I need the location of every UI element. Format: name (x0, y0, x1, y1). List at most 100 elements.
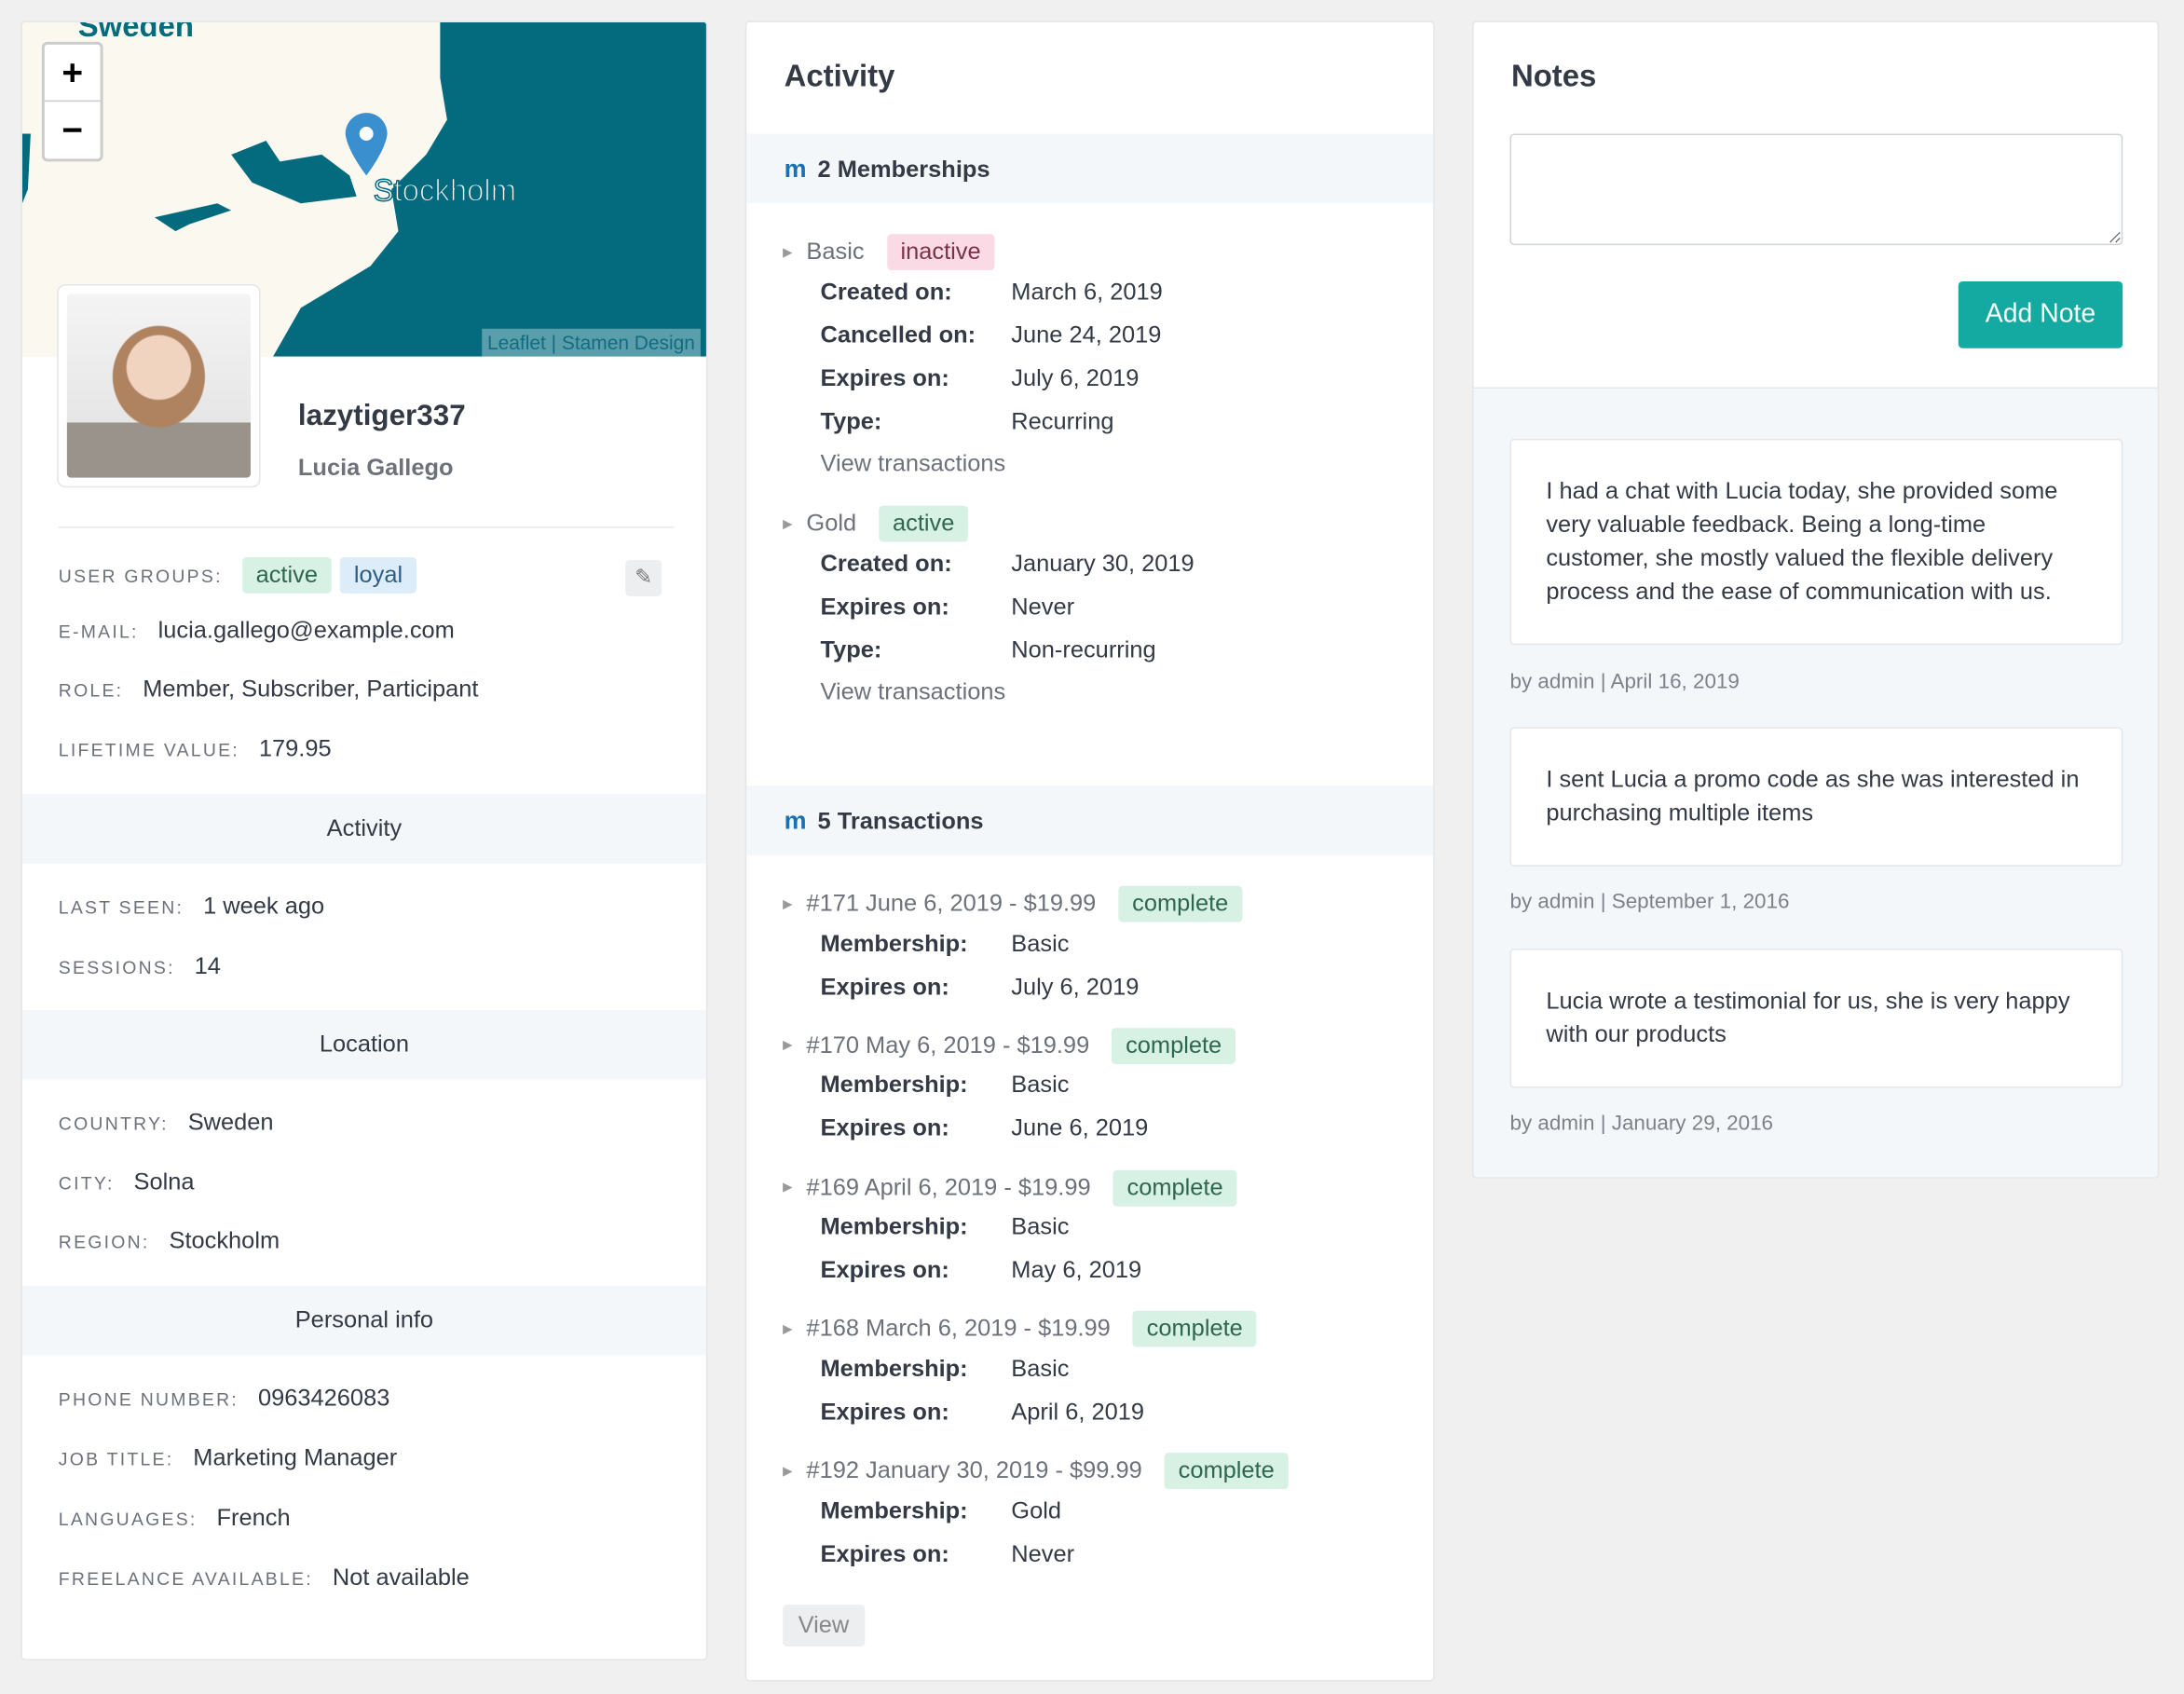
field-label: Expires on: (820, 363, 949, 391)
membership-name: Basic (806, 238, 865, 266)
city-row: CITY: Solna (59, 1168, 195, 1196)
transaction-field: Membership: Basic (820, 922, 1250, 965)
status-badge: complete (1112, 1027, 1236, 1064)
caret-right-icon: ▶ (783, 1463, 793, 1478)
last-seen-value: 1 week ago (203, 893, 325, 920)
transaction-header[interactable]: ▶ #170 May 6, 2019 - $19.99 complete (783, 1027, 1244, 1064)
edit-groups-button[interactable]: ✎ (625, 559, 662, 596)
field-value: Non-recurring (1011, 635, 1156, 663)
country-label: COUNTRY: (58, 1112, 169, 1134)
group-badge-loyal: loyal (339, 556, 417, 594)
country-row: COUNTRY: Sweden (59, 1109, 274, 1137)
transaction-field: Membership: Gold (820, 1489, 1296, 1532)
region-value: Stockholm (169, 1227, 280, 1254)
field-value: Basic (1011, 929, 1070, 957)
field-label: Expires on: (820, 1539, 949, 1567)
last-seen-row: LAST SEEN: 1 week ago (59, 893, 324, 921)
sessions-row: SESSIONS: 14 (59, 953, 221, 981)
field-label: Expires on: (820, 593, 949, 620)
zoom-out-button[interactable]: − (61, 108, 84, 151)
add-note-button[interactable]: Add Note (1958, 280, 2123, 348)
field-label: Created on: (820, 549, 952, 577)
status-badge: complete (1164, 1453, 1289, 1490)
membership-field: Expires on: July 6, 2019 (820, 357, 1162, 400)
note-input[interactable] (1509, 133, 2123, 246)
country-value: Sweden (187, 1108, 274, 1136)
freelance-value: Not available (332, 1564, 470, 1592)
divider (58, 526, 675, 528)
field-value: Never (1011, 593, 1075, 620)
membership-icon: m (784, 806, 807, 835)
membership-header[interactable]: ▶ Basic inactive (783, 234, 1163, 271)
pencil-icon: ✎ (635, 565, 653, 590)
note-meta: by admin | January 29, 2016 (1509, 1111, 1774, 1136)
field-value: July 6, 2019 (1011, 363, 1140, 391)
transaction-title: #169 April 6, 2019 - $19.99 (806, 1173, 1091, 1200)
transaction-header[interactable]: ▶ #169 April 6, 2019 - $19.99 complete (783, 1169, 1245, 1206)
region-row: REGION: Stockholm (59, 1227, 280, 1255)
field-value: June 24, 2019 (1011, 321, 1162, 348)
caret-right-icon: ▶ (783, 1180, 793, 1195)
field-value: Basic (1011, 1072, 1070, 1099)
status-badge: complete (1112, 1169, 1237, 1206)
map-pin-icon (345, 113, 388, 176)
freelance-label: FREELANCE AVAILABLE: (58, 1567, 313, 1589)
membership-header[interactable]: ▶ Gold active (783, 505, 1194, 542)
note-item: I sent Lucia a promo code as she was int… (1509, 727, 2123, 867)
job-label: JOB TITLE: (58, 1447, 174, 1469)
field-label: Expires on: (820, 973, 949, 1000)
view-transactions-link[interactable]: View transactions (820, 449, 1006, 477)
transactions-count: 5 Transactions (817, 808, 984, 835)
field-label: Type: (820, 407, 882, 434)
caret-right-icon: ▶ (783, 895, 793, 910)
membership-item: ▶ Basic inactive Created on: March 6, 2019 Ca… (783, 234, 1163, 485)
full-name: Lucia Gallego (297, 454, 454, 481)
status-badge: complete (1132, 1311, 1257, 1348)
field-label: Membership: (820, 1355, 968, 1382)
transaction-field: Membership: Basic (820, 1347, 1264, 1390)
transaction-field: Expires on: April 6, 2019 (820, 1390, 1264, 1433)
transaction-item: ▶ #168 March 6, 2019 - $19.99 complete Memb… (783, 1311, 1265, 1434)
languages-label: LANGUAGES: (58, 1508, 198, 1529)
transaction-header[interactable]: ▶ #171 June 6, 2019 - $19.99 complete (783, 885, 1250, 922)
email-row: E-MAIL: lucia.gallego@example.com (59, 617, 455, 645)
caret-right-icon: ▶ (783, 515, 793, 530)
sessions-value: 14 (194, 952, 221, 979)
membership-field: Expires on: Never (820, 585, 1194, 628)
field-value: Never (1011, 1539, 1075, 1567)
view-button[interactable]: View (783, 1605, 865, 1646)
avatar-photo (66, 294, 252, 478)
group-badge-active: active (241, 556, 332, 594)
email-label: E-MAIL: (58, 620, 139, 642)
transactions-header: m 5 Transactions (746, 786, 1434, 855)
field-value: Basic (1011, 1213, 1070, 1240)
field-value: May 6, 2019 (1011, 1256, 1142, 1283)
field-label: Membership: (820, 929, 968, 957)
map-tiles: Sweden Stockholm (21, 21, 706, 357)
transaction-header[interactable]: ▶ #168 March 6, 2019 - $19.99 complete (783, 1311, 1265, 1348)
membership-item: ▶ Gold active Created on: January 30, 2019 Ex… (783, 505, 1194, 714)
map-attribution[interactable]: Leaflet | Stamen Design (481, 328, 701, 357)
notes-list: I had a chat with Lucia today, she provi… (1473, 387, 2158, 1178)
transaction-header[interactable]: ▶ #192 January 30, 2019 - $99.99 complete (783, 1453, 1297, 1490)
membership-field: Created on: March 6, 2019 (820, 270, 1162, 313)
avatar (57, 283, 261, 488)
transaction-field: Expires on: Never (820, 1533, 1296, 1576)
membership-name: Gold (806, 510, 857, 537)
field-value: June 6, 2019 (1011, 1114, 1149, 1141)
caret-right-icon: ▶ (783, 244, 793, 259)
field-label: Membership: (820, 1072, 968, 1099)
map-zoom-control: + − (41, 41, 103, 162)
zoom-in-button[interactable]: + (44, 45, 101, 102)
transaction-field: Expires on: July 6, 2019 (820, 965, 1250, 1008)
view-transactions-link[interactable]: View transactions (820, 678, 1006, 705)
languages-value: French (216, 1504, 291, 1531)
field-value: March 6, 2019 (1011, 278, 1163, 305)
city-label: CITY: (58, 1171, 115, 1194)
transaction-title: #168 March 6, 2019 - $19.99 (806, 1315, 1111, 1343)
sessions-label: SESSIONS: (58, 956, 175, 977)
field-label: Created on: (820, 278, 952, 305)
last-seen-label: LAST SEEN: (58, 895, 184, 918)
note-item: Lucia wrote a testimonial for us, she is… (1509, 949, 2123, 1088)
notes-title: Notes (1510, 58, 1597, 94)
